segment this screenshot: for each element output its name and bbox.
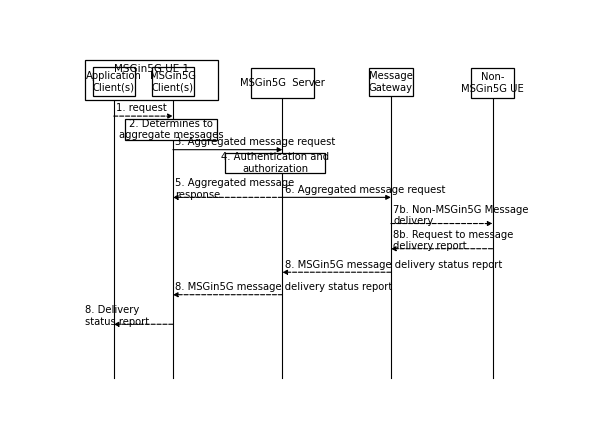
- Text: Application
Client(s): Application Client(s): [86, 71, 142, 92]
- Text: 2. Determines to
aggregate messages: 2. Determines to aggregate messages: [119, 119, 224, 140]
- Text: MSGin5G UE 1: MSGin5G UE 1: [114, 64, 189, 74]
- Text: MSGin5G
Client(s): MSGin5G Client(s): [150, 71, 196, 92]
- Text: 8. Delivery
status report: 8. Delivery status report: [85, 305, 149, 327]
- Bar: [369, 68, 413, 96]
- Bar: [152, 68, 194, 96]
- Text: 1. request: 1. request: [116, 103, 167, 113]
- Text: 5. Aggregated message
response: 5. Aggregated message response: [175, 178, 294, 200]
- Bar: [251, 68, 313, 98]
- Text: 6. Aggregated message request: 6. Aggregated message request: [285, 185, 445, 194]
- Text: MSGin5G  Server: MSGin5G Server: [240, 78, 325, 88]
- Text: 8b. Request to message
delivery report: 8b. Request to message delivery report: [393, 230, 514, 252]
- Text: 3. Aggregated message request: 3. Aggregated message request: [175, 137, 336, 147]
- Bar: [471, 68, 514, 98]
- Text: Non-
MSGin5G UE: Non- MSGin5G UE: [461, 72, 524, 94]
- Text: Message
Gateway: Message Gateway: [369, 72, 413, 93]
- Bar: [225, 153, 325, 173]
- Text: 8. MSGin5G message delivery status report: 8. MSGin5G message delivery status repor…: [175, 282, 392, 292]
- Text: 4. Authentication and
authorization: 4. Authentication and authorization: [221, 152, 329, 174]
- Text: 7b. Non-MSGin5G Message
delivery: 7b. Non-MSGin5G Message delivery: [393, 204, 529, 226]
- Bar: [93, 68, 135, 96]
- Text: 8. MSGin5G message delivery status report: 8. MSGin5G message delivery status repor…: [285, 259, 502, 269]
- Bar: [125, 119, 217, 140]
- Bar: [85, 60, 218, 100]
